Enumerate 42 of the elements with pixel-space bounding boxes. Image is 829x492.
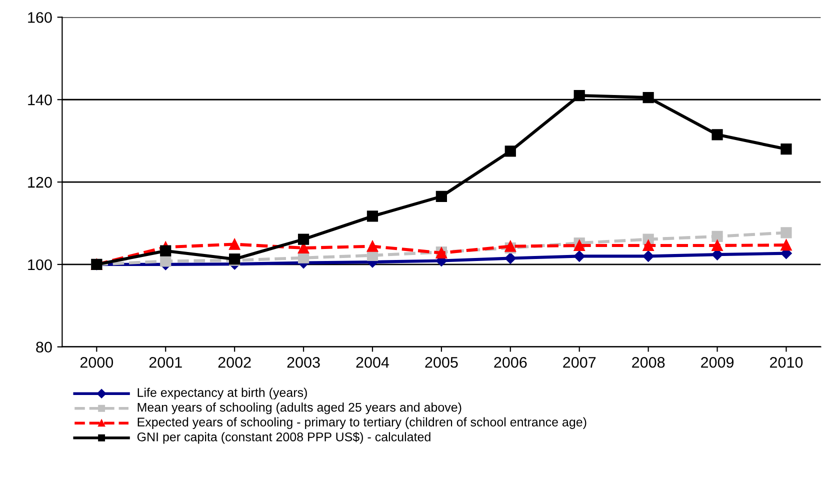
x-tick-label: 2008 xyxy=(632,356,665,368)
x-tick-label: 2009 xyxy=(701,356,734,368)
point xyxy=(229,238,240,250)
point xyxy=(712,240,723,252)
point xyxy=(780,144,792,155)
point xyxy=(504,252,516,264)
point xyxy=(504,146,516,157)
point xyxy=(642,240,654,252)
point xyxy=(298,234,310,245)
x-tick-label: 2003 xyxy=(287,356,320,368)
point xyxy=(160,245,172,256)
point xyxy=(780,240,792,251)
x-tick-label: 2007 xyxy=(563,356,596,368)
point xyxy=(780,227,792,238)
x-tick-label: 2002 xyxy=(218,356,251,368)
legend-label: Life expectancy at birth (years) xyxy=(138,388,307,400)
point xyxy=(366,240,378,252)
y-tick-label: 80 xyxy=(36,342,52,353)
point xyxy=(642,92,654,104)
y-tick-label: 160 xyxy=(28,12,52,23)
point xyxy=(574,90,585,102)
point xyxy=(574,250,585,262)
point xyxy=(366,210,378,222)
x-tick-label: 2000 xyxy=(80,356,114,368)
y-tick-label: 120 xyxy=(28,176,52,188)
y-tick-label: 100 xyxy=(28,259,52,270)
legend-label: GNI per capita (constant 2008 PPP US$) - calculated xyxy=(137,432,430,444)
point xyxy=(712,230,723,242)
point xyxy=(436,190,447,202)
x-tick-label: 2006 xyxy=(494,356,527,368)
point xyxy=(574,240,585,252)
point xyxy=(298,252,310,264)
point xyxy=(712,129,723,140)
point xyxy=(160,256,172,267)
y-tick-label: 140 xyxy=(28,94,52,106)
point xyxy=(642,250,654,262)
x-tick-label: 2005 xyxy=(425,356,458,368)
legend-label: Expected years of schooling - primary to tertiary (children of school entrance age) xyxy=(138,417,586,429)
legend-label: Mean years of schooling (adults aged 25 years and above) xyxy=(138,402,462,414)
x-tick-label: 2001 xyxy=(149,356,182,368)
x-tick-label: 2004 xyxy=(356,356,390,368)
x-tick-label: 2010 xyxy=(770,356,803,368)
